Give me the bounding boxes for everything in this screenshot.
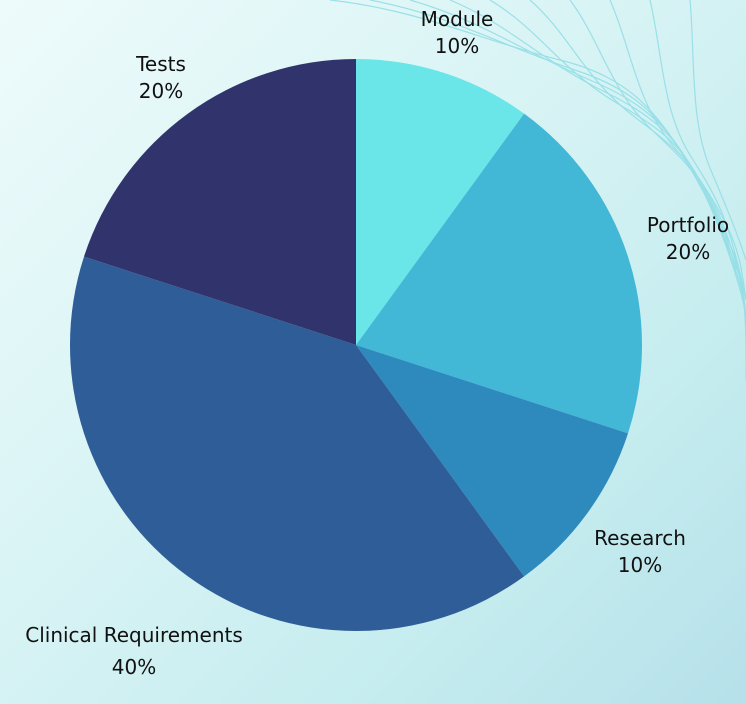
slice-value: 10% [617, 553, 663, 577]
pie-slice-research [356, 345, 628, 577]
slice-value: 40% [111, 655, 157, 679]
slice-label-module: Module 10% [421, 6, 494, 60]
slice-name: Portfolio [646, 213, 730, 237]
slice-name: Clinical Requirements [25, 623, 243, 647]
slice-name: Module [420, 7, 494, 31]
slice-value: 20% [665, 240, 711, 264]
slice-value: 20% [138, 79, 184, 103]
slice-label-clinical-requirements: Clinical Requirements 40% [25, 622, 243, 681]
slice-label-research: Research 10% [594, 525, 686, 579]
pie-slice-portfolio [356, 113, 642, 434]
slice-value: 10% [434, 34, 480, 58]
slice-name: Tests [136, 52, 186, 76]
pie-slice-module [356, 58, 525, 345]
slice-name: Research [594, 526, 686, 550]
slice-label-portfolio: Portfolio 20% [647, 212, 729, 266]
slice-label-tests: Tests 20% [136, 51, 186, 105]
pie-slice-clinical-requirements [70, 256, 525, 632]
pie-slice-tests [84, 59, 356, 345]
